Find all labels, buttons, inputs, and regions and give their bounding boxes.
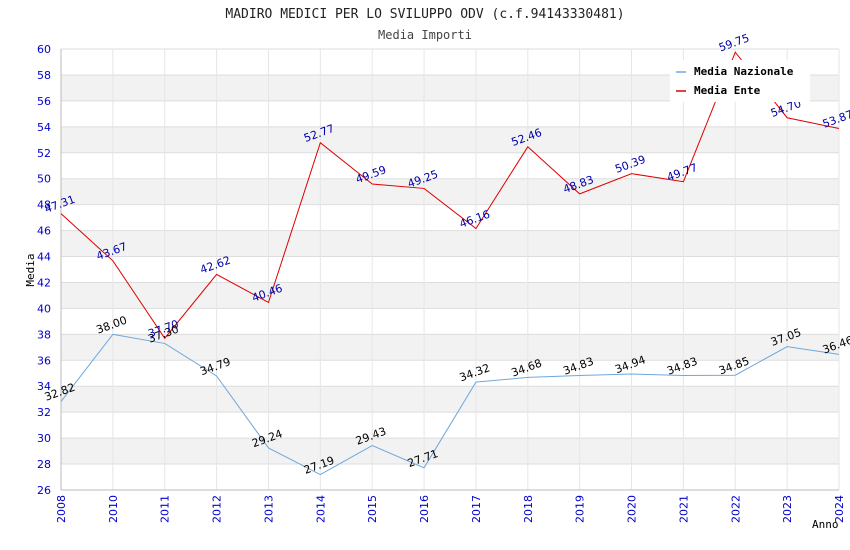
series-lines bbox=[60, 51, 840, 476]
chart-subtitle: Media Importi bbox=[378, 28, 472, 42]
x-tick-label: 2020 bbox=[626, 495, 639, 523]
chart-title: MADIRO MEDICI PER LO SVILUPPO ODV (c.f.9… bbox=[225, 7, 624, 22]
y-tick-label: 56 bbox=[37, 95, 51, 108]
y-tick-label: 46 bbox=[37, 225, 51, 238]
y-tick-label: 30 bbox=[37, 432, 51, 445]
x-tick-label: 2016 bbox=[418, 495, 431, 523]
x-tick-label: 2018 bbox=[522, 495, 535, 523]
x-tick-label: 2011 bbox=[159, 495, 172, 523]
y-tick-label: 38 bbox=[37, 328, 51, 341]
x-tick-label: 2013 bbox=[262, 495, 275, 523]
legend-label-ente: Media Ente bbox=[694, 84, 761, 97]
y-tick-label: 40 bbox=[37, 302, 51, 315]
y-tick-labels: 26 28 30 32 34 36 38 40 42 44 46 48 50 52 54 56 58 60 bbox=[37, 43, 51, 497]
series-line-nazionale bbox=[60, 333, 840, 476]
legend: Media Nazionale Media Ente bbox=[670, 60, 810, 102]
grid-band bbox=[61, 386, 839, 413]
background-bands bbox=[61, 74, 839, 465]
x-tick-label: 2022 bbox=[729, 495, 742, 523]
y-tick-label: 42 bbox=[37, 276, 51, 289]
x-tick-label: 2015 bbox=[366, 495, 379, 523]
grid-band bbox=[61, 230, 839, 257]
axes bbox=[60, 49, 839, 491]
x-tick-label: 2012 bbox=[211, 495, 224, 523]
grid-band bbox=[61, 334, 839, 361]
x-tick-labels: 2008 2010 2011 2012 2013 2014 2015 2016 2017 2018… bbox=[55, 495, 846, 523]
data-label-nazionale: 38.00 bbox=[95, 314, 129, 337]
y-tick-label: 28 bbox=[37, 458, 51, 471]
grid-band bbox=[61, 178, 839, 205]
data-label-ente: 42.62 bbox=[198, 254, 232, 277]
y-tick-label: 26 bbox=[37, 484, 51, 497]
legend-box bbox=[670, 60, 810, 102]
x-tick-label: 2019 bbox=[574, 495, 587, 523]
y-tick-label: 60 bbox=[37, 43, 51, 56]
x-tick-label: 2008 bbox=[55, 495, 68, 523]
data-label-ente: 59.75 bbox=[717, 31, 751, 54]
y-tick-label: 36 bbox=[37, 354, 51, 367]
y-axis-label: Media bbox=[24, 253, 37, 286]
y-tick-label: 50 bbox=[37, 173, 51, 186]
data-label-ente: 47.31 bbox=[43, 193, 77, 216]
gridlines bbox=[60, 48, 840, 491]
x-tick-label: 2023 bbox=[781, 495, 794, 523]
y-tick-label: 32 bbox=[37, 406, 51, 419]
x-tick-label: 2010 bbox=[107, 495, 120, 523]
y-tick-label: 48 bbox=[37, 199, 51, 212]
series-line-ente bbox=[60, 51, 840, 340]
x-tick-label: 2014 bbox=[314, 495, 327, 523]
legend-label-nazionale: Media Nazionale bbox=[694, 65, 794, 78]
x-tick-label: 2024 bbox=[833, 495, 846, 523]
y-tick-label: 44 bbox=[37, 251, 51, 264]
y-tick-label: 54 bbox=[37, 121, 51, 134]
grid-band bbox=[61, 282, 839, 309]
x-tick-label: 2021 bbox=[677, 495, 690, 523]
grid-band bbox=[61, 126, 839, 153]
y-tick-label: 52 bbox=[37, 147, 51, 160]
data-label-ente: 50.39 bbox=[613, 153, 647, 176]
grid-band bbox=[61, 438, 839, 465]
y-tick-label: 58 bbox=[37, 69, 51, 82]
x-axis-label: Anno bbox=[812, 518, 839, 531]
x-tick-label: 2017 bbox=[470, 495, 483, 523]
y-tick-label: 34 bbox=[37, 380, 51, 393]
